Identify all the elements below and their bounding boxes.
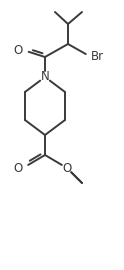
Text: O: O — [62, 161, 72, 174]
Text: O: O — [14, 43, 23, 56]
Text: Br: Br — [91, 50, 104, 63]
Text: O: O — [14, 161, 23, 174]
Text: N: N — [41, 70, 49, 83]
